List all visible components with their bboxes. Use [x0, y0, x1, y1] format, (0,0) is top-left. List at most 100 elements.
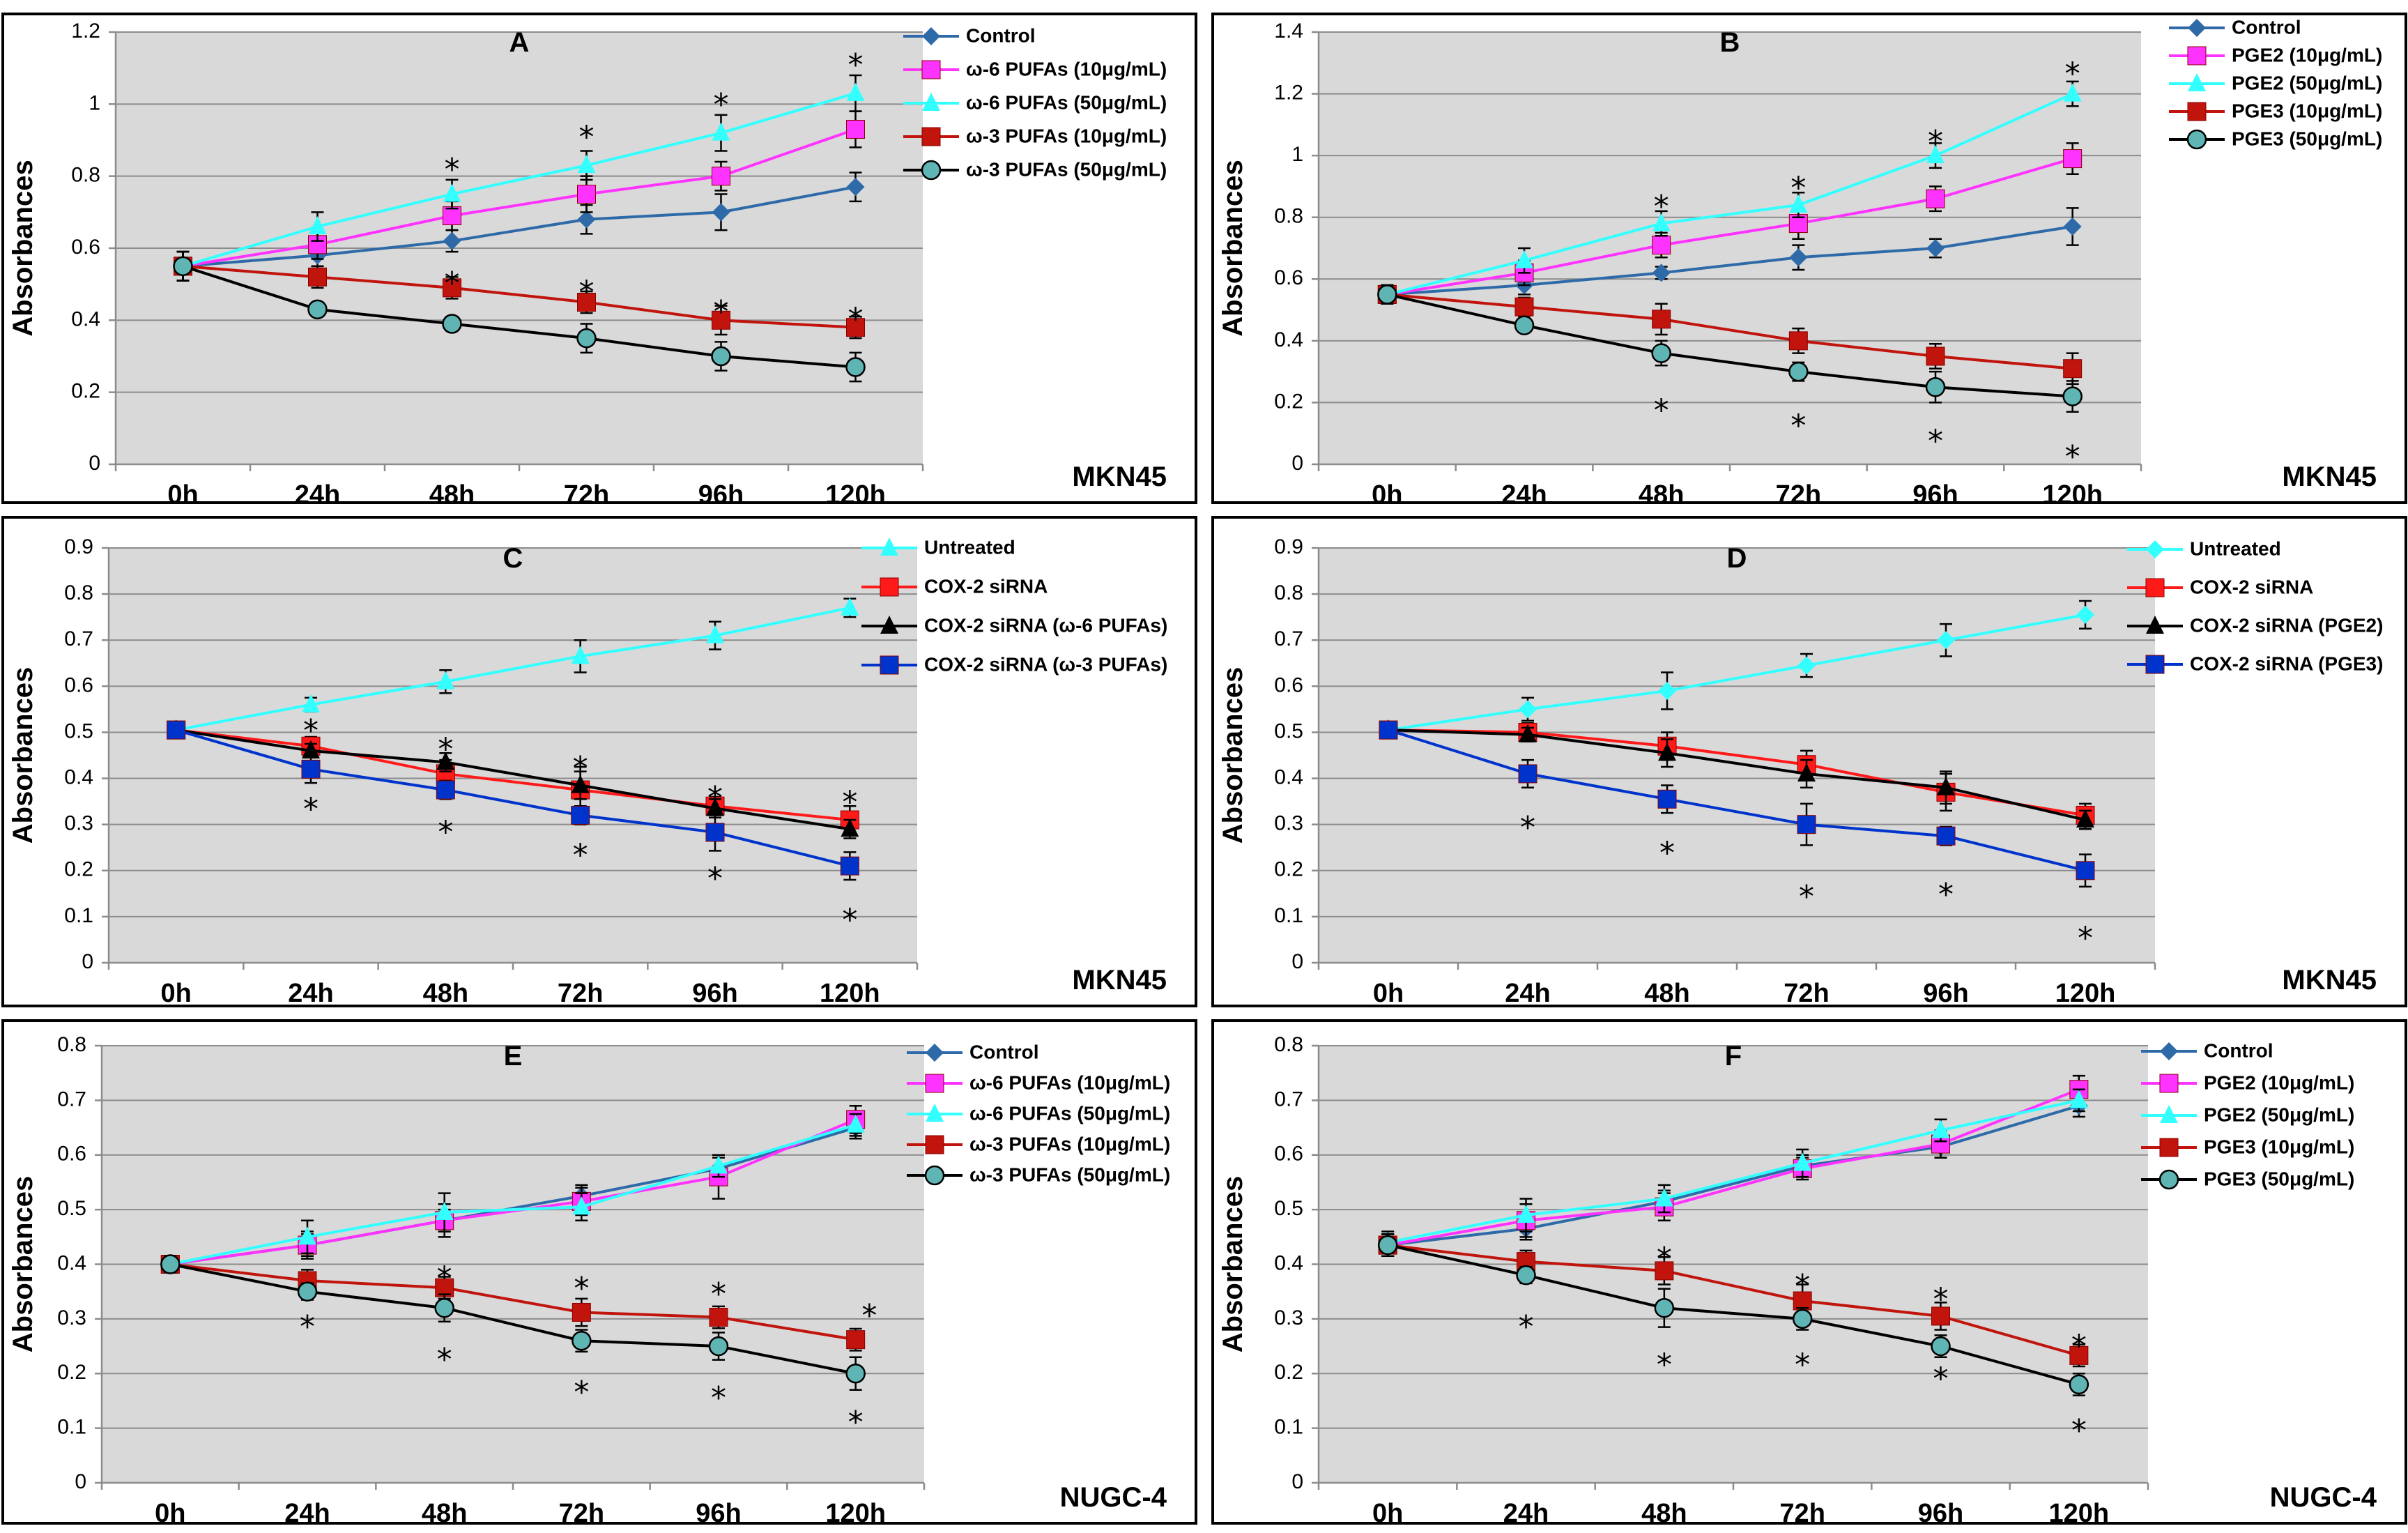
x-tick-label: 0h: [1372, 1499, 1403, 1522]
chart-panel-a: 0 0.2 0.4 0.6 0.8 1 1.2 0h 24h 48h 72h 96h 120h Absor…: [1, 13, 1197, 504]
marker-s2-p4: [1931, 1120, 1950, 1138]
series-line-4: [1386, 293, 2073, 398]
marker-s3-p3: [577, 293, 596, 312]
series-line-3: [176, 729, 850, 868]
marker-s2-p2: [1658, 742, 1676, 761]
marker-s4-plegend: [924, 1165, 945, 1186]
legend-label-1: ω-6 PUFAs (10μg/mL): [969, 1071, 1170, 1093]
x-tick-label: 0h: [1373, 979, 1404, 1005]
y-tick-label: 0.4: [64, 765, 93, 788]
chart-panel-e: 0 0.1 0.2 0.3 0.4 0.5 0.6 0.7 0.8 0h 24h 48h 72h 96h 1…: [1, 1019, 1197, 1525]
significance-star: *: [303, 792, 319, 827]
marker-s2-plegend: [2188, 73, 2206, 91]
marker-s3-p0: [167, 720, 186, 740]
y-axis-label: Absorbances: [1218, 160, 1248, 336]
significance-star: *: [1938, 877, 1954, 913]
legend-label-2: PGE2 (50μg/mL): [2232, 72, 2382, 93]
marker-s0-p2: [1658, 681, 1676, 700]
marker-s3-p5: [840, 856, 859, 876]
marker-s4-p1: [1516, 1265, 1536, 1286]
significance-star: *: [1928, 424, 1943, 459]
y-tick-label: 0.3: [1274, 1306, 1303, 1329]
y-tick-label: 0.7: [57, 1088, 86, 1111]
x-tick-label: 96h: [1912, 480, 1958, 501]
x-tick-label: 48h: [1641, 1499, 1687, 1522]
significance-star: *: [1659, 835, 1675, 871]
significance-star: *: [437, 1260, 452, 1295]
marker-s2-p5: [2063, 83, 2082, 102]
x-tick-label: 120h: [825, 480, 886, 501]
series-4: [1377, 284, 2083, 413]
marker-s3-plegend: [880, 655, 899, 675]
y-tick-label: 0.8: [64, 581, 93, 604]
marker-s3-p3: [572, 1302, 591, 1322]
y-tick-label: 0.6: [57, 1143, 86, 1166]
significance-star: *: [714, 87, 729, 123]
legend-label-3: COX-2 siRNA (ω-3 PUFAs): [924, 653, 1167, 675]
marker-s2-p3: [572, 1196, 591, 1215]
y-tick-label: 0.1: [64, 904, 93, 927]
y-tick-label: 0.3: [57, 1306, 86, 1329]
series-line-3: [170, 1263, 856, 1341]
marker-s0-plegend: [2146, 540, 2164, 558]
y-tick-label: 0.2: [1274, 1361, 1303, 1384]
marker-s0-plegend: [2160, 1042, 2178, 1060]
legend-label-3: PGE3 (10μg/mL): [2232, 100, 2382, 121]
marker-s1-plegend: [925, 1074, 944, 1093]
marker-s0-plegend: [926, 1044, 944, 1062]
marker-s1-p2: [443, 206, 461, 225]
marker-s1-plegend: [2145, 578, 2165, 597]
marker-s4-p5: [845, 357, 866, 377]
significance-star: *: [1799, 879, 1814, 915]
cell-line-label: MKN45: [2282, 965, 2377, 996]
y-tick-label: 0.8: [1274, 205, 1303, 228]
x-tick-label: 0h: [1372, 480, 1402, 501]
significance-star: *: [1657, 1348, 1672, 1383]
marker-s4-plegend: [2186, 129, 2207, 150]
y-axis-label: Absorbances: [8, 667, 38, 844]
marker-s3-p2: [443, 278, 461, 298]
y-tick-label: 0.9: [1274, 535, 1303, 558]
marker-s2-p4: [706, 798, 724, 816]
x-tick-label: 0h: [155, 1499, 185, 1522]
significance-star: *: [579, 275, 595, 310]
series-line-0: [1388, 613, 2086, 732]
marker-s2-p5: [2076, 809, 2094, 828]
marker-s0-p3: [577, 210, 596, 229]
x-tick-label: 24h: [288, 979, 333, 1005]
significance-star: *: [711, 1276, 726, 1312]
marker-s2-p5: [846, 1114, 865, 1133]
series-line-2: [1388, 729, 2086, 822]
marker-s1-p5: [846, 120, 865, 139]
y-tick-label: 0.2: [71, 380, 100, 403]
marker-s2-p1: [298, 1226, 316, 1245]
marker-s3-plegend: [921, 127, 941, 146]
marker-s4-p1: [307, 299, 328, 320]
y-tick-label: 0.5: [1274, 719, 1303, 742]
series-line-0: [1387, 225, 2073, 296]
legend-label-0: Control: [2232, 16, 2301, 38]
y-tick-label: 0.6: [1274, 1143, 1303, 1166]
y-tick-label: 0.6: [64, 673, 93, 696]
marker-s4-p4: [1931, 1336, 1951, 1357]
series-line-4: [182, 264, 856, 369]
y-tick-label: 0.8: [71, 164, 100, 187]
marker-s3-p3: [1797, 815, 1816, 834]
marker-s0-p5: [841, 597, 859, 616]
marker-s4-plegend: [921, 160, 942, 181]
y-tick-label: 0.7: [64, 627, 93, 650]
series-4: [1377, 1233, 2089, 1396]
y-tick-label: 0: [1291, 452, 1303, 475]
marker-s0-p2: [1652, 264, 1671, 282]
marker-s0-p4: [1926, 239, 1945, 257]
plot-area: [109, 548, 917, 963]
series-3: [1379, 720, 2095, 888]
marker-s3-p3: [1788, 331, 1808, 351]
legend-label-1: PGE2 (10μg/mL): [2232, 44, 2382, 66]
significance-star: *: [707, 861, 723, 897]
significance-star: *: [1928, 124, 1943, 160]
series-3: [167, 720, 859, 881]
marker-s2-p5: [841, 818, 859, 837]
legend-label-4: PGE3 (50μg/mL): [2232, 128, 2382, 149]
marker-s4-p5: [2062, 386, 2083, 406]
